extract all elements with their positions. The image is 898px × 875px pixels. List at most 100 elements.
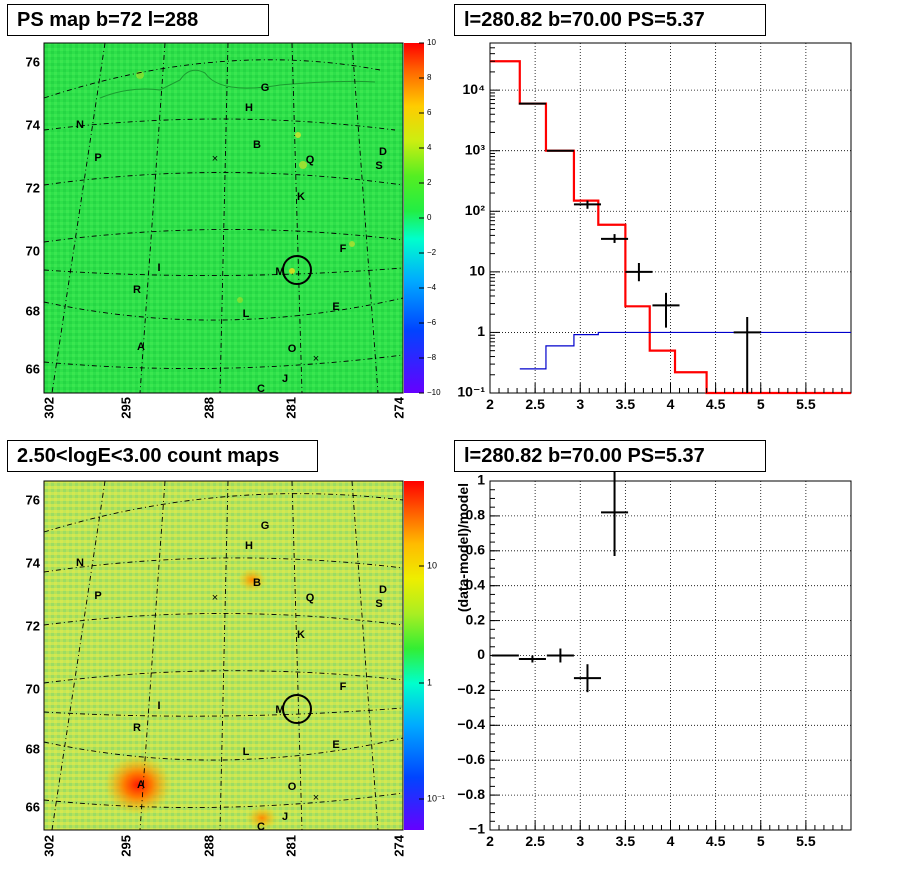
source-label-s: S xyxy=(375,160,382,172)
ps-map-coordinate-grid xyxy=(43,42,404,394)
colorbar-tick-label: −8 xyxy=(427,353,437,362)
source-label-a: A xyxy=(137,341,145,353)
count-map-highlight-circle xyxy=(282,694,312,724)
residual-axes: 2 2.5 3 3.5 4 4.5 5 5.5 1 0.8 0.6 0.4 0.2 0 −0.2 −0.4 −0… xyxy=(457,472,852,849)
source-label-n: N xyxy=(76,119,84,131)
x-tick-label: 281 xyxy=(283,835,298,857)
count-map-colorbar-ticks: 10 1 10⁻¹ xyxy=(419,560,445,803)
x-tick-label: 2 xyxy=(486,396,494,412)
y-tick-label: 10³ xyxy=(465,141,486,157)
y-tick-label: 0 xyxy=(477,646,485,662)
source-label-p: P xyxy=(94,152,101,164)
y-tick-label: −0.6 xyxy=(457,751,485,767)
colorbar-tick-label: 8 xyxy=(427,73,432,82)
colorbar-tick-label: 0 xyxy=(427,213,432,222)
source-label-e: E xyxy=(332,301,339,313)
ps-map-highlight-circle xyxy=(282,255,312,285)
y-tick-label: 10 xyxy=(469,263,485,279)
source-label-e: E xyxy=(332,739,339,751)
x-tick-label: 274 xyxy=(391,396,406,418)
colorbar-tick-label: 10 xyxy=(427,38,436,47)
y-tick-label: −0.8 xyxy=(457,786,485,802)
x-tick-label: 5.5 xyxy=(796,396,816,412)
source-label-q: Q xyxy=(306,154,315,166)
source-label-m: M xyxy=(275,704,284,716)
count-map-source-c-blob xyxy=(246,806,278,830)
y-tick-label: 66 xyxy=(26,361,40,376)
y-tick-label: −1 xyxy=(469,821,485,837)
ps-map-title: PS map b=72 l=288 xyxy=(7,4,269,36)
x-tick-label: 2.5 xyxy=(525,833,545,849)
source-label-l: L xyxy=(243,308,250,320)
spectrum-title: l=280.82 b=70.00 PS=5.37 xyxy=(454,4,766,36)
count-map-colorbar xyxy=(404,481,424,830)
y-tick-label: 10⁻¹ xyxy=(457,384,485,400)
ps-map-colorbar-ticks: 10 8 6 4 2 0 −2 −4 −6 −8 −10 xyxy=(419,38,441,397)
colorbar-tick-label: 6 xyxy=(427,108,432,117)
source-label-a: A xyxy=(137,779,145,791)
y-tick-label: 68 xyxy=(26,741,40,756)
x-tick-label: 4.5 xyxy=(706,396,726,412)
ps-map-x-axis: 302 295 288 281 274 xyxy=(41,396,406,418)
source-label-h: H xyxy=(245,540,253,552)
x-tick-label: 4.5 xyxy=(706,833,726,849)
ps-map-mask-region xyxy=(99,69,376,99)
x-tick-label: 4 xyxy=(667,833,675,849)
y-tick-label: 72 xyxy=(26,618,40,633)
source-label-i: I xyxy=(157,262,160,274)
count-map-y-axis: 76 74 72 70 68 66 xyxy=(26,492,41,814)
source-label-g: G xyxy=(261,82,270,94)
x-tick-label: 2 xyxy=(486,833,494,849)
source-label-r: R xyxy=(133,722,141,734)
colorbar-tick-label: −2 xyxy=(427,248,437,257)
y-tick-label: 76 xyxy=(26,54,40,69)
count-map-heatmap xyxy=(44,481,403,830)
x-tick-label: 295 xyxy=(118,397,133,419)
ps-map-heatmap xyxy=(44,43,403,393)
y-tick-label: 10² xyxy=(465,202,486,218)
colorbar-tick-label: −4 xyxy=(427,283,437,292)
y-tick-label: 72 xyxy=(26,180,40,195)
spectrum-series xyxy=(490,60,851,395)
x-tick-label: 4 xyxy=(667,396,675,412)
count-map-coordinate-grid xyxy=(43,480,404,831)
spectrum-panel: 2 2.5 3 3.5 4 4.5 5 5.5 10⁻¹ 1 10 10² 10³ 10⁴ xyxy=(457,42,852,412)
colorbar-tick-label: 10 xyxy=(427,560,437,570)
count-map-cross-marker: × xyxy=(313,792,319,804)
x-tick-label: 288 xyxy=(201,835,216,857)
x-tick-label: 274 xyxy=(391,834,406,856)
source-label-j: J xyxy=(282,811,288,823)
y-tick-label: 74 xyxy=(26,117,41,132)
y-tick-label: 74 xyxy=(26,555,41,570)
source-label-l: L xyxy=(243,746,250,758)
count-map-cross-marker: × xyxy=(212,592,218,604)
source-label-q: Q xyxy=(306,592,315,604)
source-label-k: K xyxy=(297,191,305,203)
y-tick-label: 66 xyxy=(26,799,40,814)
colorbar-tick-label: −6 xyxy=(427,318,437,327)
y-tick-label: 0.2 xyxy=(466,611,486,627)
colorbar-tick-label: 2 xyxy=(427,178,432,187)
ps-map-cross-marker: × xyxy=(212,153,218,165)
y-tick-label: −0.2 xyxy=(457,681,485,697)
count-map-frame xyxy=(43,480,404,831)
ps-map-cross-marker: × xyxy=(313,353,319,365)
residual-grid xyxy=(490,481,851,830)
count-map-source-a-blob xyxy=(104,755,172,815)
x-tick-label: 295 xyxy=(118,835,133,857)
ps-map-frame xyxy=(43,42,404,394)
count-map-source-labels: GH N B Q D P S K F I M R L E A O J C xyxy=(76,520,387,833)
y-tick-label: 0.8 xyxy=(466,507,486,523)
y-tick-label: 70 xyxy=(26,243,40,258)
y-tick-label: 1 xyxy=(477,472,485,488)
source-label-o: O xyxy=(288,781,297,793)
model-step-line xyxy=(519,331,851,370)
x-tick-label: 5 xyxy=(757,833,765,849)
x-tick-label: 3.5 xyxy=(616,396,636,412)
y-tick-label: 68 xyxy=(26,303,40,318)
y-tick-label: 1 xyxy=(477,323,485,339)
spectrum-axes: 2 2.5 3 3.5 4 4.5 5 5.5 10⁻¹ 1 10 10² 10³ 10⁴ xyxy=(457,42,852,412)
source-label-c: C xyxy=(257,821,265,833)
y-tick-label: 0.4 xyxy=(466,576,486,592)
